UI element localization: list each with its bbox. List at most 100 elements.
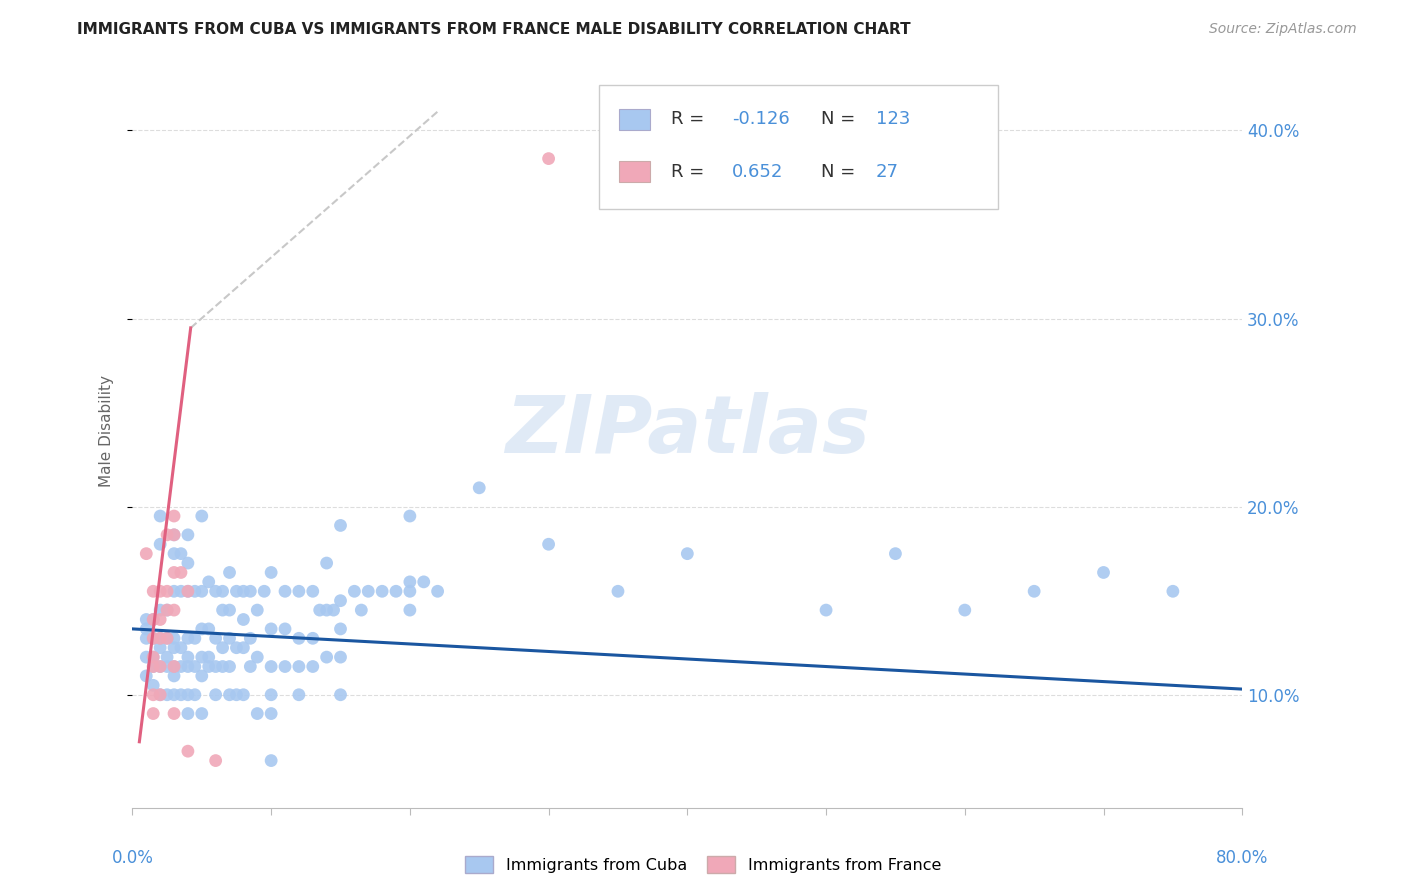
- Point: [953, 603, 976, 617]
- Point: [211, 584, 233, 599]
- Point: [399, 584, 422, 599]
- Point: [232, 584, 254, 599]
- Point: [191, 650, 214, 665]
- Point: [1161, 584, 1184, 599]
- Point: [301, 632, 323, 646]
- Point: [260, 706, 283, 721]
- Point: [815, 603, 838, 617]
- Point: [142, 659, 165, 673]
- Point: [191, 669, 214, 683]
- Point: [211, 603, 233, 617]
- Point: [170, 566, 193, 580]
- Point: [170, 584, 193, 599]
- Point: [149, 640, 172, 655]
- Point: [468, 481, 491, 495]
- Point: [225, 688, 247, 702]
- Point: [177, 528, 200, 542]
- Point: [142, 650, 165, 665]
- Point: [177, 650, 200, 665]
- Point: [135, 669, 157, 683]
- Point: [163, 659, 186, 673]
- Point: [288, 659, 311, 673]
- Point: [426, 584, 449, 599]
- Point: [315, 650, 337, 665]
- Point: [170, 688, 193, 702]
- Text: 123: 123: [876, 110, 910, 128]
- Point: [218, 688, 240, 702]
- Point: [149, 603, 172, 617]
- Point: [197, 574, 219, 589]
- Text: Source: ZipAtlas.com: Source: ZipAtlas.com: [1209, 22, 1357, 37]
- Text: N =: N =: [821, 162, 860, 181]
- Point: [197, 650, 219, 665]
- Point: [260, 659, 283, 673]
- Point: [163, 528, 186, 542]
- Point: [239, 659, 262, 673]
- Point: [149, 584, 172, 599]
- Text: R =: R =: [671, 110, 710, 128]
- Point: [239, 632, 262, 646]
- Point: [142, 706, 165, 721]
- Point: [225, 640, 247, 655]
- Point: [371, 584, 394, 599]
- Text: R =: R =: [671, 162, 710, 181]
- Point: [135, 547, 157, 561]
- Point: [163, 632, 186, 646]
- Point: [884, 547, 907, 561]
- Point: [156, 603, 179, 617]
- Point: [170, 640, 193, 655]
- Point: [191, 622, 214, 636]
- Point: [177, 584, 200, 599]
- Point: [399, 509, 422, 524]
- Point: [149, 632, 172, 646]
- Point: [135, 613, 157, 627]
- Point: [156, 632, 179, 646]
- Point: [163, 603, 186, 617]
- Point: [357, 584, 380, 599]
- Point: [149, 632, 172, 646]
- Point: [288, 632, 311, 646]
- Point: [274, 584, 297, 599]
- Point: [156, 584, 179, 599]
- Point: [204, 754, 226, 768]
- Point: [191, 706, 214, 721]
- Point: [197, 659, 219, 673]
- Point: [156, 659, 179, 673]
- Point: [163, 584, 186, 599]
- Point: [135, 622, 157, 636]
- Point: [399, 574, 422, 589]
- Point: [163, 669, 186, 683]
- Point: [260, 622, 283, 636]
- Text: -0.126: -0.126: [731, 110, 790, 128]
- Point: [142, 650, 165, 665]
- Point: [412, 574, 434, 589]
- Point: [204, 659, 226, 673]
- Point: [607, 584, 630, 599]
- Point: [149, 659, 172, 673]
- Point: [142, 613, 165, 627]
- Point: [142, 678, 165, 692]
- Point: [204, 584, 226, 599]
- Point: [246, 650, 269, 665]
- Point: [163, 528, 186, 542]
- Text: N =: N =: [821, 110, 860, 128]
- Point: [156, 650, 179, 665]
- Point: [385, 584, 408, 599]
- Point: [274, 659, 297, 673]
- Point: [399, 603, 422, 617]
- Point: [260, 754, 283, 768]
- Point: [218, 603, 240, 617]
- Point: [163, 659, 186, 673]
- Point: [329, 593, 352, 607]
- Point: [142, 584, 165, 599]
- Point: [218, 632, 240, 646]
- Point: [197, 622, 219, 636]
- Point: [246, 706, 269, 721]
- Point: [239, 584, 262, 599]
- FancyBboxPatch shape: [619, 109, 650, 129]
- Point: [156, 688, 179, 702]
- Point: [177, 706, 200, 721]
- Point: [218, 659, 240, 673]
- Point: [177, 688, 200, 702]
- Text: 0.652: 0.652: [731, 162, 783, 181]
